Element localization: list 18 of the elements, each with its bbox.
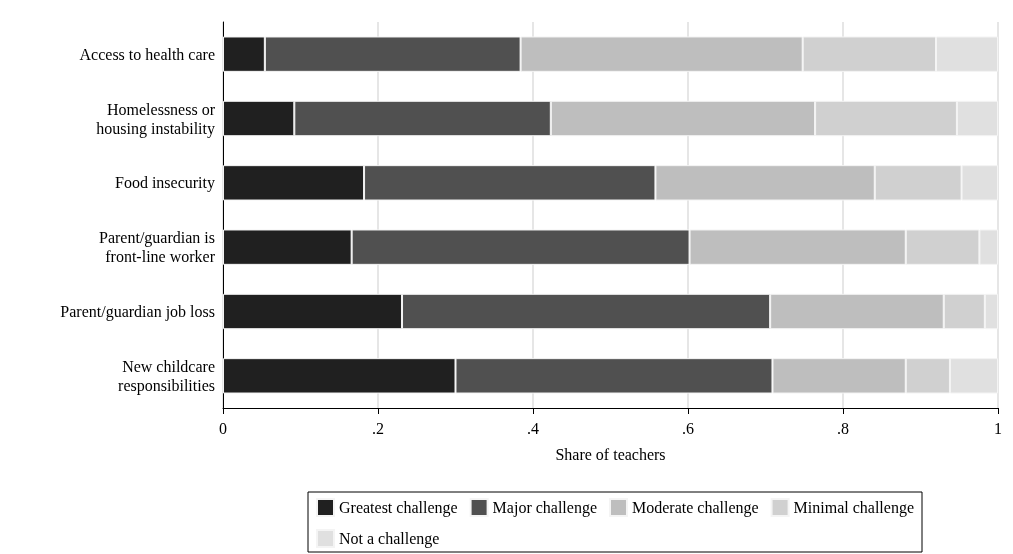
- x-tick-label: .2: [372, 419, 384, 437]
- y-tick-label: Homelessness or housing instability: [96, 100, 216, 138]
- x-axis-title: Share of teachers: [555, 445, 666, 463]
- y-tick-label: Parent/guardian is front-line worker: [99, 229, 216, 266]
- legend-label: Not a challenge: [339, 530, 440, 548]
- x-tick-label: 0: [219, 419, 227, 437]
- x-tick-label: .8: [837, 419, 849, 437]
- legend-label: Greatest challenge: [339, 499, 458, 517]
- legend-label: Minimal challenge: [793, 499, 915, 517]
- y-tick-label: Parent/guardian job loss: [60, 303, 215, 321]
- legend-label: Moderate challenge: [632, 499, 759, 517]
- y-tick-label: Access to health care: [79, 45, 215, 63]
- y-tick-label: New childcare responsibilities: [118, 357, 215, 395]
- x-tick-label: .6: [682, 419, 694, 437]
- x-tick-label: .4: [527, 419, 539, 437]
- x-tick-label: 1: [994, 419, 1002, 437]
- y-tick-label: Food insecurity: [115, 174, 215, 193]
- legend-label: Major challenge: [492, 499, 598, 517]
